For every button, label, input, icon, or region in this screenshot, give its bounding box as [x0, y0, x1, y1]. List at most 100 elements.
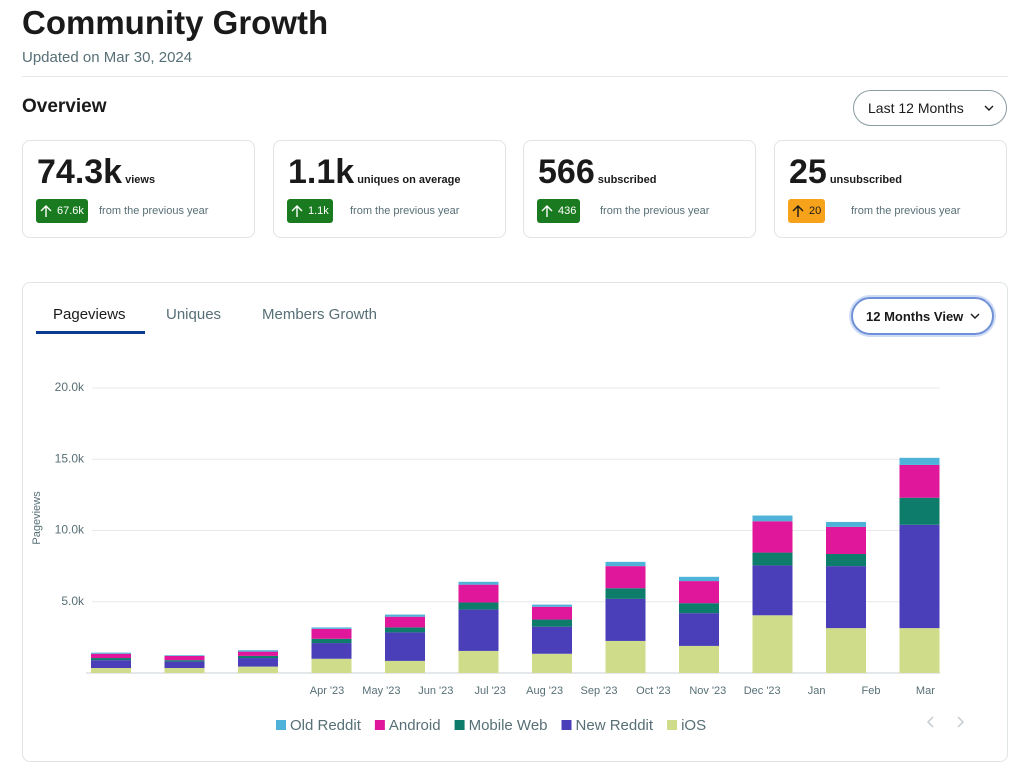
range-dropdown[interactable]: Last 12 Months: [853, 90, 1007, 126]
trend-value: 436: [558, 205, 577, 217]
chevron: [984, 105, 994, 111]
bar-segment: [752, 515, 793, 522]
bar-segment: [91, 660, 131, 669]
bar-segment: [91, 668, 131, 673]
stat-card: 74.3k views 67.6k from the previous year: [22, 140, 255, 238]
tab[interactable]: Pageviews: [53, 306, 126, 323]
legend-swatch: [667, 720, 678, 730]
bar-segment: [899, 457, 940, 465]
y-axis-label: Pageviews: [31, 491, 43, 545]
bar-segment: [752, 552, 793, 566]
stat-value: 1.1k uniques on average: [288, 153, 461, 191]
bar-segment: [826, 521, 866, 527]
bar-segment: [679, 603, 719, 614]
overview-title: Overview: [22, 96, 107, 117]
bar-segment: [826, 566, 866, 629]
updated-date: Updated on Mar 30, 2024: [22, 49, 193, 66]
x-tick-label: Mar: [916, 685, 935, 697]
up-arrow: [541, 205, 553, 217]
legend-label: Old Reddit: [290, 717, 362, 734]
prev-arrow[interactable]: [926, 716, 934, 728]
legend-label: iOS: [681, 717, 706, 734]
x-tick-label: Aug '23: [526, 685, 563, 697]
bar-segment: [238, 666, 278, 673]
bar-segment: [91, 652, 131, 654]
bar-segment: [385, 627, 425, 633]
divider: [22, 76, 1008, 77]
bar-segment: [679, 576, 719, 582]
up-arrow: [792, 205, 804, 217]
up-arrow: [291, 205, 303, 217]
legend-swatch: [454, 720, 465, 730]
x-tick-label: Apr '23: [310, 685, 345, 697]
x-tick-label: Nov '23: [689, 685, 726, 697]
trend-value: 1.1k: [308, 205, 329, 217]
bar-segment: [752, 565, 793, 616]
trend-note: from the previous year: [851, 205, 961, 217]
trend-badge: 1.1k: [287, 199, 333, 223]
trend-value: 67.6k: [57, 205, 84, 217]
legend-label: Android: [389, 717, 441, 734]
bar-segment: [238, 658, 278, 667]
y-tick-label: 20.0k: [55, 380, 85, 394]
bar-segment: [164, 655, 205, 661]
legend-swatch: [561, 720, 572, 730]
legend-label: New Reddit: [576, 717, 654, 734]
bar-segment: [91, 658, 131, 661]
stat-value: 74.3k views: [37, 153, 156, 191]
bar-segment: [238, 655, 278, 659]
bar-segment: [311, 638, 352, 644]
page-title: Community Growth: [22, 4, 329, 41]
view-dropdown[interactable]: 12 Months View: [851, 297, 994, 335]
tab-underline: [36, 331, 145, 334]
up-arrow: [40, 205, 52, 217]
x-tick-label: Feb: [862, 685, 881, 697]
stat-unit: uniques on average: [357, 174, 461, 186]
tab[interactable]: Uniques: [166, 306, 222, 323]
bar-segment: [238, 651, 278, 656]
stat-unit: unsubscribed: [829, 174, 902, 186]
stat-unit: views: [125, 174, 156, 186]
bar-segment: [899, 497, 940, 525]
bar-segment: [385, 660, 425, 673]
bar-segment: [605, 566, 646, 589]
bar-segment: [311, 627, 352, 629]
trend-badge: 436: [537, 199, 581, 223]
bar-segment: [899, 524, 940, 629]
bar-segment: [532, 604, 572, 607]
stat-card: 566 subscribed 436 from the previous year: [523, 140, 756, 238]
bar-segment: [605, 588, 646, 599]
bar-segment: [238, 650, 278, 652]
bar-segment: [385, 632, 425, 661]
bar-segment: [826, 628, 866, 673]
tab[interactable]: Members Growth: [262, 306, 378, 323]
bar-segment: [605, 640, 646, 673]
chart-panel: [22, 282, 1008, 762]
trend-badge: 20: [788, 199, 826, 223]
legend-swatch: [374, 720, 385, 730]
legend-swatch: [276, 720, 286, 730]
stat-value: 25 unsubscribed: [789, 153, 902, 191]
bar-segment: [899, 464, 940, 498]
trend-badge: 67.6k: [36, 199, 88, 223]
view-label: 12 Months View: [866, 308, 964, 324]
x-tick-label: Jan: [808, 685, 826, 697]
bar-segment: [532, 619, 572, 627]
bar-segment: [385, 616, 425, 628]
bar-segment: [826, 554, 866, 567]
stat-value: 566 subscribed: [538, 153, 657, 191]
bar-segment: [679, 613, 719, 646]
next-arrow[interactable]: [957, 716, 965, 728]
bar-segment: [164, 655, 205, 656]
bar-segment: [532, 653, 572, 673]
range-label: Last 12 Months: [868, 100, 964, 116]
y-tick-label: 10.0k: [55, 523, 85, 537]
bar-segment: [752, 521, 793, 553]
bar-segment: [458, 581, 499, 585]
bar-segment: [91, 653, 131, 659]
x-tick-label: Jul '23: [474, 685, 505, 697]
bar-segment: [679, 645, 719, 673]
bar-segment: [164, 660, 205, 662]
